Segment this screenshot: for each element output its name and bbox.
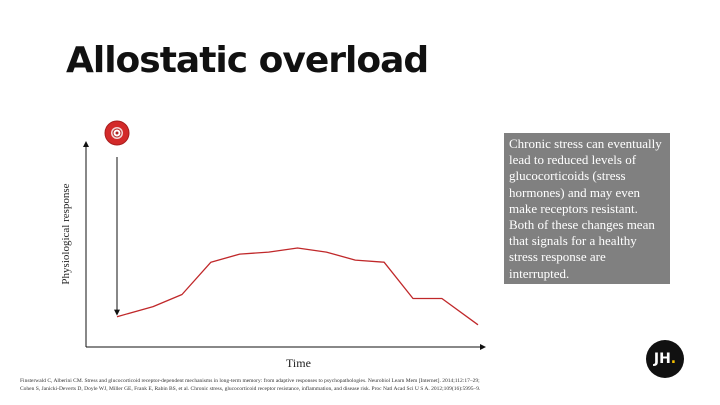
alarm-bell-icon (104, 120, 130, 146)
reference-item: Finsterwald C, Alberini CM. Stress and g… (20, 378, 480, 384)
x-axis-label: Time (286, 356, 311, 370)
info-box: Chronic stress can eventually lead to re… (504, 133, 670, 284)
logo-dot: . (670, 351, 677, 367)
slide-title: Allostatic overload (66, 40, 429, 81)
y-axis-label: Physiological response (60, 183, 72, 285)
jh-logo: JH. (646, 340, 684, 378)
reference-item: Cohen S, Janicki-Deverts D, Doyle WJ, Mi… (20, 385, 481, 392)
response-curve (116, 247, 479, 326)
references: Finsterwald C, Alberini CM. Stress and g… (20, 378, 600, 393)
logo-text: JH (653, 351, 671, 367)
